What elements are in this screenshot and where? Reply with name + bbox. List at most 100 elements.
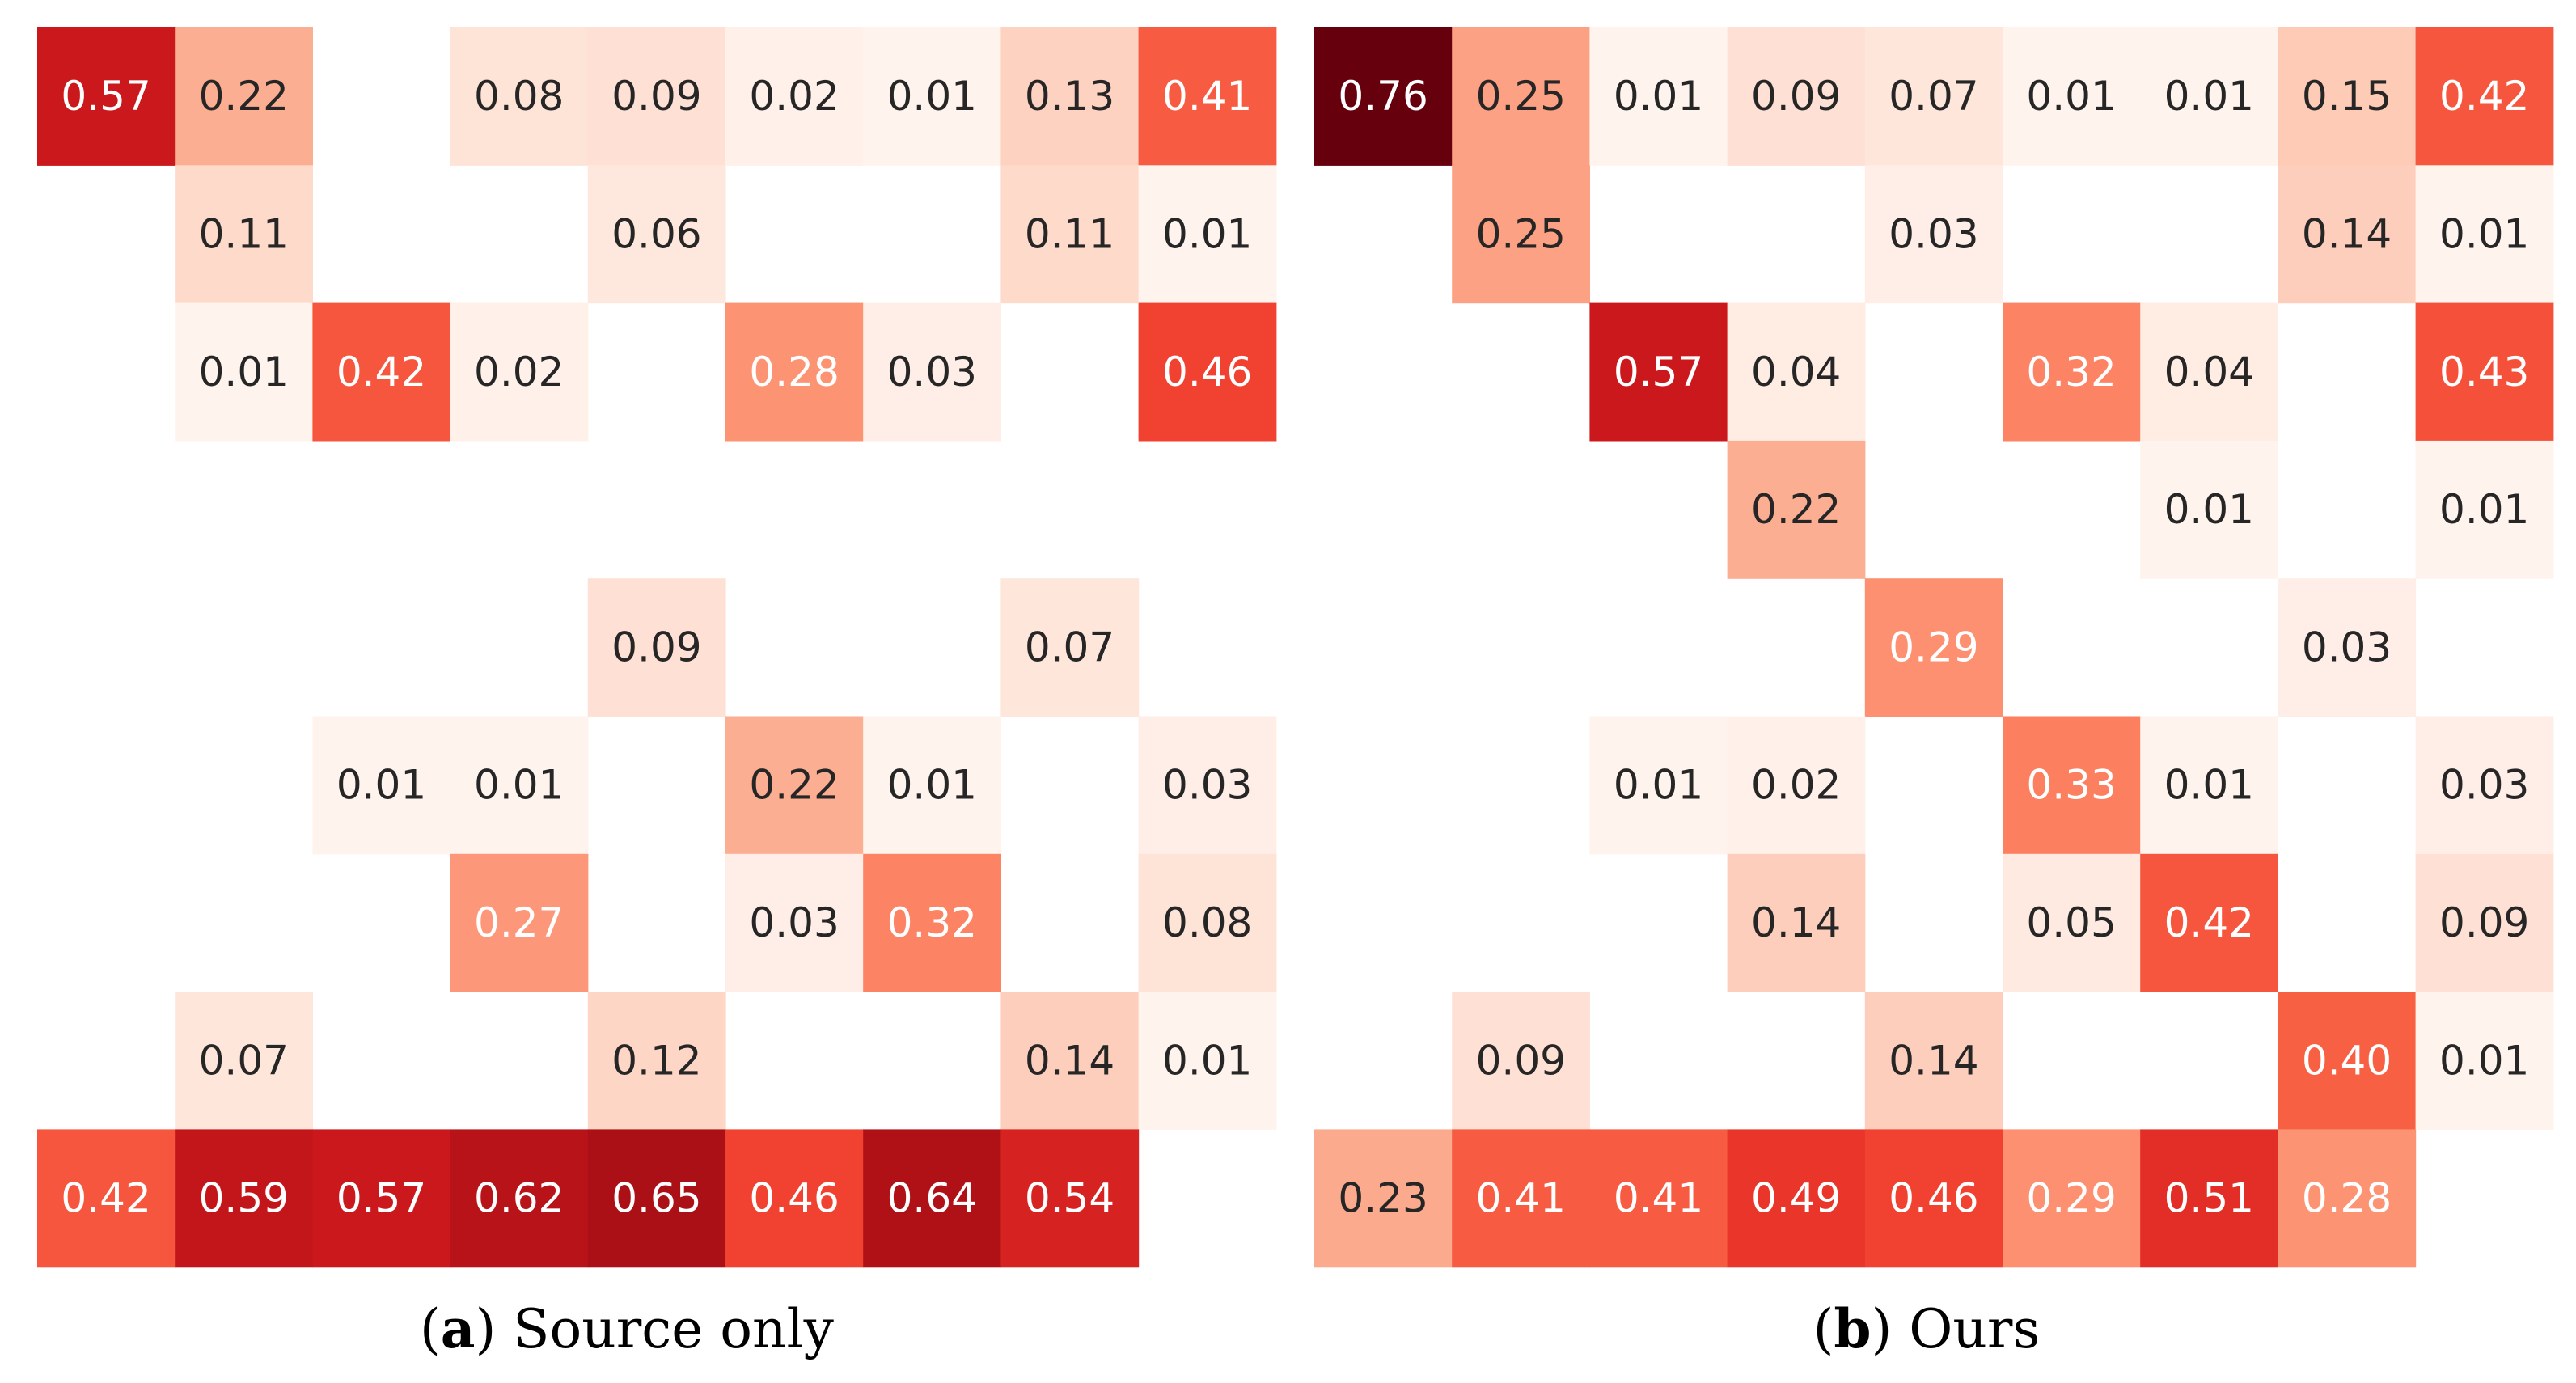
heatmap-cell-a-r0-c5 (725, 27, 864, 166)
cell-label-a-r8-c4: 0.65 (611, 1175, 701, 1222)
cell-label-a-r5-c8: 0.03 (1162, 762, 1252, 809)
heatmap-cell-b-r4-c7 (2278, 578, 2417, 717)
cell-label-a-r8-c7: 0.54 (1025, 1175, 1115, 1222)
heatmap-cell-b-r0-c6 (2140, 27, 2278, 166)
cell-label-b-r2-c8: 0.43 (2439, 349, 2529, 395)
heatmap-cell-b-r0-c3 (1727, 27, 1866, 166)
heatmap-cell-b-r7-c7 (2278, 992, 2417, 1130)
cell-label-a-r8-c0: 0.42 (61, 1175, 150, 1222)
cell-label-a-r6-c5: 0.03 (749, 899, 839, 946)
heatmap-cell-a-r5-c3 (450, 716, 589, 855)
cell-label-a-r0-c6: 0.01 (887, 73, 977, 120)
heatmap-cell-b-r7-c1 (1452, 992, 1590, 1130)
cell-label-b-r0-c7: 0.15 (2302, 73, 2392, 120)
cell-label-b-r0-c2: 0.01 (1614, 73, 1703, 120)
heatmap-cell-a-r2-c8 (1138, 302, 1277, 442)
cell-label-a-r0-c5: 0.02 (749, 73, 839, 120)
heatmap-cell-b-r0-c8 (2415, 27, 2554, 166)
cell-label-a-r8-c3: 0.62 (474, 1175, 564, 1222)
heatmap-cell-a-r0-c7 (1000, 27, 1140, 166)
cell-label-b-r3-c8: 0.01 (2439, 486, 2529, 533)
heatmap-cell-a-r4-c4 (587, 578, 726, 717)
cell-label-b-r6-c8: 0.09 (2439, 899, 2529, 946)
cell-label-b-r5-c3: 0.02 (1751, 762, 1841, 809)
caption-a: (a) Source only (420, 1297, 835, 1360)
cell-label-a-r0-c8: 0.41 (1162, 73, 1252, 120)
cell-label-b-r6-c3: 0.14 (1751, 899, 1841, 946)
cell-label-a-r2-c3: 0.02 (474, 349, 564, 395)
heatmap-cell-b-r5-c5 (2003, 716, 2141, 855)
cell-label-b-r5-c5: 0.33 (2026, 762, 2116, 809)
heatmap-cell-b-r5-c2 (1589, 716, 1728, 855)
heatmap-cell-a-r8-c3 (450, 1129, 589, 1268)
cell-label-b-r1-c8: 0.01 (2439, 210, 2529, 257)
heatmap-cell-a-r6-c6 (863, 853, 1001, 992)
cell-label-a-r8-c1: 0.59 (199, 1175, 289, 1222)
cell-label-b-r0-c4: 0.07 (1889, 73, 1978, 120)
cell-label-a-r5-c5: 0.22 (749, 762, 839, 809)
heatmap-cell-b-r0-c1 (1452, 27, 1590, 166)
caption-a-letter: a (441, 1297, 476, 1360)
heatmap-cell-a-r5-c2 (312, 716, 451, 855)
cell-label-a-r0-c1: 0.22 (199, 73, 289, 120)
cell-label-a-r5-c3: 0.01 (474, 762, 564, 809)
cell-label-b-r1-c1: 0.25 (1476, 210, 1566, 257)
heatmap-cell-a-r8-c4 (587, 1129, 726, 1268)
caption-a-text: Source only (513, 1298, 834, 1360)
caption-a-open-paren: ( (420, 1298, 441, 1360)
heatmap-cell-b-r0-c4 (1864, 27, 2003, 166)
heatmap-cell-b-r8-c0 (1314, 1129, 1453, 1268)
caption-b-text: Ours (1909, 1298, 2040, 1360)
cell-label-a-r6-c6: 0.32 (887, 899, 977, 946)
heatmap-cell-a-r5-c5 (725, 716, 864, 855)
heatmap-cell-a-r8-c6 (863, 1129, 1001, 1268)
heatmap-cell-a-r1-c8 (1138, 165, 1277, 304)
cell-label-a-r0-c0: 0.57 (61, 73, 150, 120)
heatmap-cell-a-r8-c7 (1000, 1129, 1140, 1268)
heatmap-cell-b-r6-c3 (1727, 853, 1866, 992)
heatmap-cell-b-r2-c8 (2415, 302, 2554, 442)
heatmap-cell-b-r1-c8 (2415, 165, 2554, 304)
heatmap-cell-a-r5-c8 (1138, 716, 1277, 855)
cell-label-b-r2-c3: 0.04 (1751, 349, 1841, 395)
heatmap-cell-b-r4-c4 (1864, 578, 2003, 717)
heatmap-cell-a-r7-c8 (1138, 992, 1277, 1130)
cell-label-b-r3-c6: 0.01 (2164, 486, 2254, 533)
heatmap-cell-a-r4-c7 (1000, 578, 1140, 717)
heatmap-cell-b-r7-c4 (1864, 992, 2003, 1130)
cell-label-a-r1-c8: 0.01 (1162, 210, 1252, 257)
heatmap-cell-a-r2-c2 (312, 302, 451, 442)
heatmap-cell-b-r5-c3 (1727, 716, 1866, 855)
cell-label-b-r1-c7: 0.14 (2302, 210, 2392, 257)
cell-label-b-r7-c8: 0.01 (2439, 1037, 2529, 1084)
heatmap-cell-b-r0-c2 (1589, 27, 1728, 166)
cell-label-a-r8-c6: 0.64 (887, 1175, 977, 1222)
cell-label-a-r0-c3: 0.08 (474, 73, 564, 120)
cell-label-a-r1-c7: 0.11 (1025, 210, 1115, 257)
heatmap-cell-a-r6-c5 (725, 853, 864, 992)
cell-label-b-r6-c5: 0.05 (2026, 899, 2116, 946)
cell-label-a-r2-c1: 0.01 (199, 349, 289, 395)
cell-label-b-r2-c6: 0.04 (2164, 349, 2254, 395)
cell-label-a-r5-c6: 0.01 (887, 762, 977, 809)
heatmap-cell-b-r3-c6 (2140, 440, 2278, 579)
cell-label-b-r7-c7: 0.40 (2302, 1037, 2392, 1084)
heatmap-cell-b-r8-c3 (1727, 1129, 1866, 1268)
heatmap-cell-b-r1-c7 (2278, 165, 2417, 304)
cell-label-a-r7-c8: 0.01 (1162, 1037, 1252, 1084)
cell-label-a-r4-c4: 0.09 (611, 624, 701, 670)
heatmap-cell-a-r6-c3 (450, 853, 589, 992)
heatmap-cell-a-r7-c1 (175, 992, 313, 1130)
heatmap-cell-b-r2-c5 (2003, 302, 2141, 442)
cell-label-b-r5-c8: 0.03 (2439, 762, 2529, 809)
heatmap-cell-a-r8-c1 (175, 1129, 313, 1268)
cell-label-b-r5-c6: 0.01 (2164, 762, 2254, 809)
caption-a-close-paren: ) (476, 1298, 514, 1360)
heatmap-cell-b-r2-c6 (2140, 302, 2278, 442)
caption-b-open-paren: ( (1813, 1298, 1834, 1360)
heatmap-cell-b-r3-c8 (2415, 440, 2554, 579)
heatmap-cell-a-r8-c0 (37, 1129, 176, 1268)
heatmap-cell-a-r2-c6 (863, 302, 1001, 442)
caption-b-close-paren: ) (1872, 1298, 1910, 1360)
heatmap-cell-b-r0-c7 (2278, 27, 2417, 166)
